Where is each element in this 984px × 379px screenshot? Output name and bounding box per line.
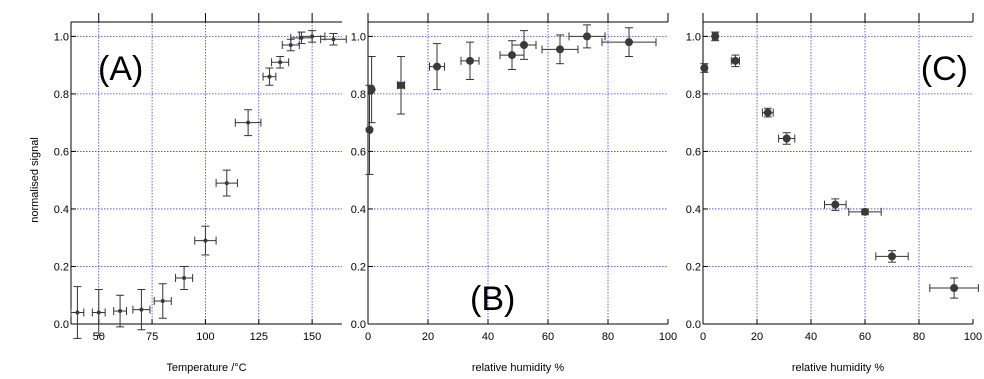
- panel-b-y-tick-label: 1.0: [351, 31, 366, 43]
- panel-c-y-tick-label: 1.0: [686, 31, 701, 43]
- y-axis-title: normalised signal: [29, 137, 41, 223]
- panel-b-x-tick-label: 60: [542, 331, 554, 343]
- panel-a-y-tick-label: 0.0: [54, 319, 69, 331]
- panel-a-x-axis-title: Temperature /°C: [166, 362, 246, 374]
- panel-a-x-tick-label: 150: [303, 331, 321, 343]
- panel-a-data-point: [75, 310, 80, 315]
- panel-c-y-tick-label: 0.6: [686, 146, 701, 158]
- panel-b-y-tick-label: 0.6: [351, 146, 366, 158]
- panel-a-x-tick-label: 100: [196, 331, 214, 343]
- panel-c-x-tick-label: 60: [859, 331, 871, 343]
- panel-b-x-tick-label: 40: [482, 331, 494, 343]
- panel-a-data-point: [310, 34, 315, 39]
- panel-a-data-point: [203, 238, 208, 243]
- panel-c-data-point: [831, 200, 840, 209]
- panel-a-data-point: [278, 60, 283, 65]
- panel-a-y-tick-label: 0.4: [54, 204, 69, 216]
- panel-c-y-tick-label: 0.4: [686, 204, 701, 216]
- panel-c-label: (C): [921, 50, 968, 88]
- panel-a-y-tick-label: 0.2: [54, 261, 69, 273]
- panel-a-data-point: [139, 307, 144, 312]
- panel-b-y-tick-label: 0.8: [351, 89, 366, 101]
- panel-a-data-point: [160, 298, 165, 303]
- panel-c-x-tick-label: 20: [751, 331, 763, 343]
- panel-b-y-tick-label: 0.2: [351, 261, 366, 273]
- panel-a-label: (A): [98, 50, 143, 88]
- panel-c-data-point: [861, 207, 869, 216]
- panel-b-x-tick-label: 100: [659, 331, 677, 343]
- panel-b-x-tick-label: 0: [365, 331, 371, 343]
- panel-a-x-tick-label: 50: [93, 331, 105, 343]
- panel-b-data-point: [625, 38, 633, 47]
- panel-b-data-point: [466, 56, 474, 65]
- panel-a-data-point: [118, 309, 123, 314]
- panel-b-data-point: [583, 32, 591, 41]
- panel-c-y-tick-label: 0.2: [686, 261, 701, 273]
- panel-b-x-axis-title: relative humidity %: [472, 362, 565, 374]
- panel-c-data-point: [711, 32, 720, 41]
- panel-a-data-point: [96, 310, 101, 315]
- panel-b-data-point: [433, 62, 441, 71]
- panel-b-x-tick-label: 20: [422, 331, 434, 343]
- panel-b-label: (B): [470, 280, 515, 318]
- panel-c-x-tick-label: 40: [805, 331, 817, 343]
- panel-c-x-tick-label: 100: [964, 331, 982, 343]
- panel-c-x-tick-label: 0: [700, 331, 706, 343]
- panel-a-data-point: [182, 275, 187, 280]
- panel-b-data-point: [556, 45, 564, 54]
- panel-a-x-tick-label: 75: [146, 331, 158, 343]
- panel-b-y-tick-label: 0.4: [351, 204, 366, 216]
- panel-a-data-point: [246, 120, 251, 125]
- panel-c-y-tick-label: 0.0: [686, 319, 701, 331]
- panel-c-data-point: [731, 56, 740, 65]
- panel-a-y-tick-label: 0.6: [54, 146, 69, 158]
- panel-a-y-tick-label: 0.8: [54, 89, 69, 101]
- panel-a-data-point: [288, 43, 293, 48]
- panel-b-y-tick-label: 0.0: [351, 319, 366, 331]
- panel-b-data-point: [520, 41, 528, 50]
- panel-a-x-tick-label: 125: [250, 331, 268, 343]
- panel-b-data-point: [397, 81, 405, 89]
- panel-c-x-axis-title: relative humidity %: [792, 362, 885, 374]
- panel-a-data-point: [331, 37, 336, 42]
- panel-b-data-point: [508, 51, 516, 60]
- panel-a-data-point: [224, 181, 229, 186]
- panel-c-data-point: [700, 64, 709, 73]
- panel-b-data-point: [365, 125, 374, 134]
- panel-b-x-tick-label: 80: [602, 331, 614, 343]
- panel-c-x-tick-label: 80: [913, 331, 925, 343]
- panel-a-y-tick-label: 1.0: [54, 31, 69, 43]
- panel-c-y-tick-label: 0.8: [686, 89, 701, 101]
- panel-b-data-point: [367, 85, 376, 94]
- panel-a-data-point: [267, 74, 272, 79]
- panel-c-data-point: [950, 284, 959, 293]
- panel-c-data-point: [782, 134, 791, 143]
- panel-c-data-point: [888, 252, 896, 261]
- panel-c-data-point: [763, 108, 772, 117]
